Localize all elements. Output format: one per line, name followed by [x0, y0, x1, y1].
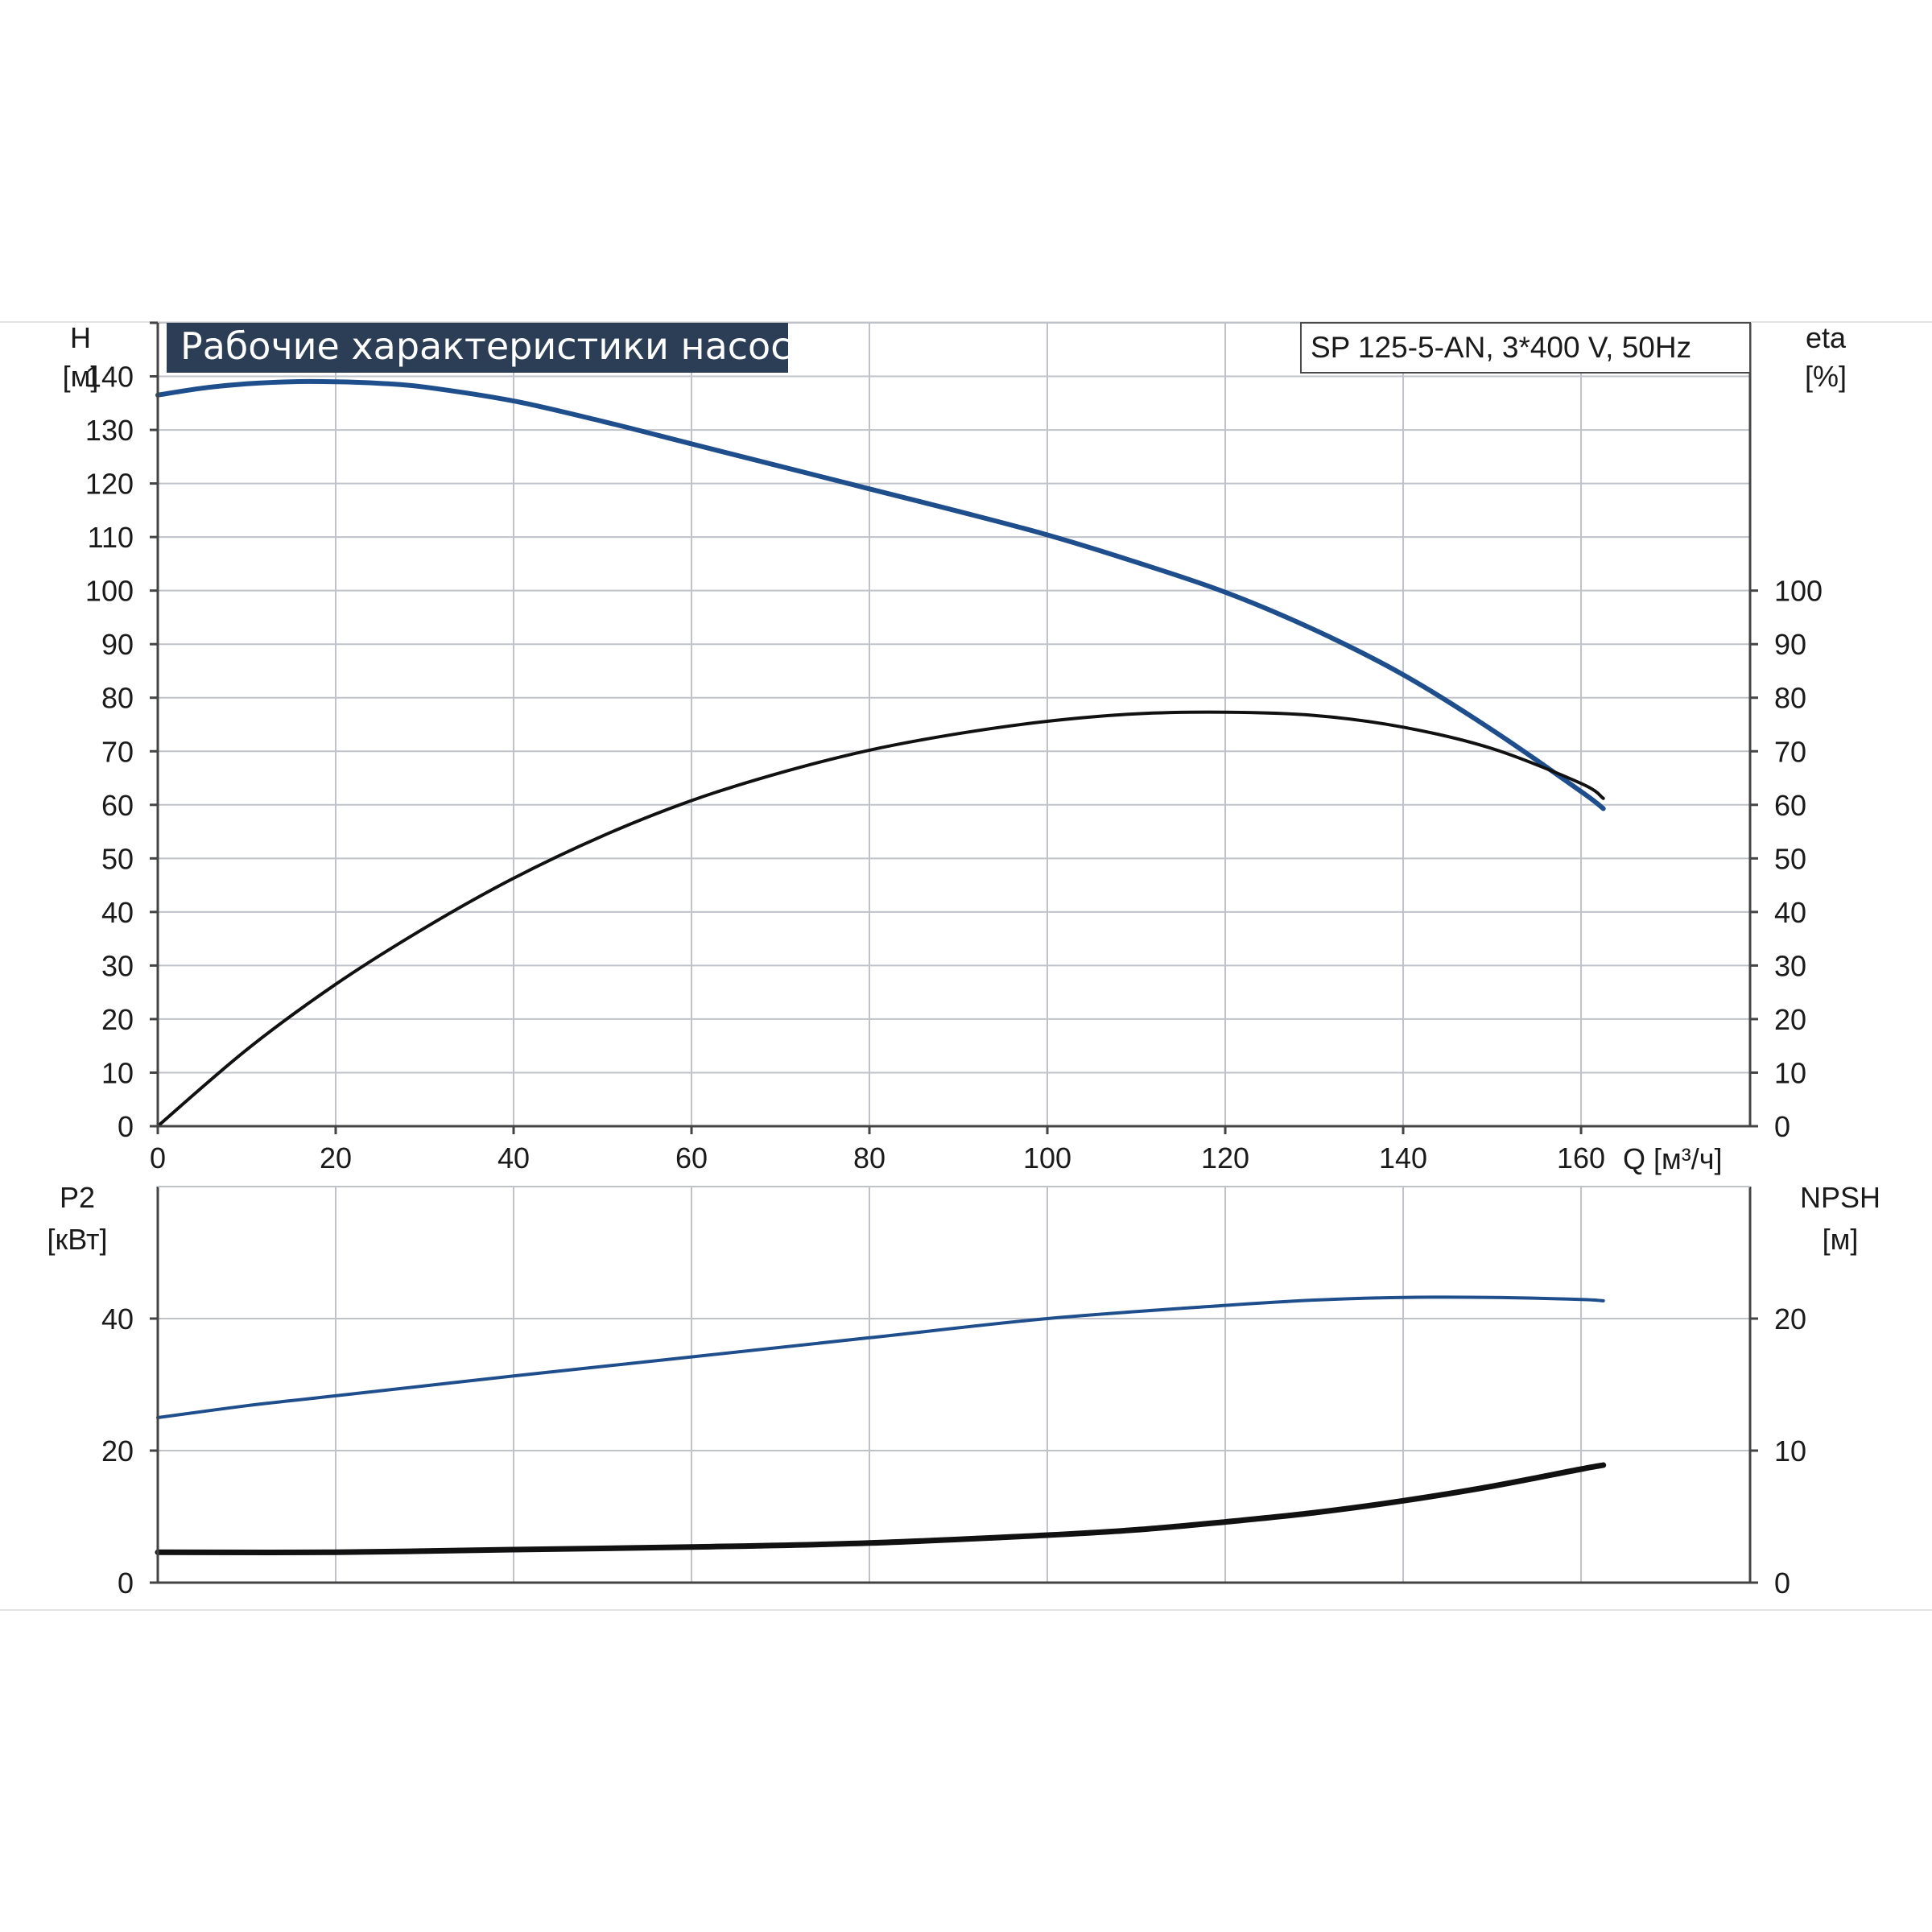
- p2-axis-unit: [кВт]: [47, 1223, 107, 1256]
- y-left-tick-label: 40: [101, 896, 134, 929]
- y-right-tick-label: 60: [1774, 789, 1806, 822]
- eta-axis-unit: [%]: [1805, 360, 1847, 393]
- x-tick-label: 20: [320, 1141, 352, 1174]
- x-tick-label: 0: [150, 1141, 166, 1174]
- y-left-tick-label: 130: [85, 414, 134, 447]
- npsh-tick-label: 20: [1774, 1302, 1806, 1335]
- y-right-tick-label: 90: [1774, 628, 1806, 661]
- y-left-tick-label: 20: [101, 1003, 134, 1036]
- efficiency-curve: [156, 710, 1605, 1128]
- npsh-axis-label: NPSH: [1800, 1181, 1880, 1214]
- q-axis-label: Q [м³/ч]: [1623, 1142, 1723, 1175]
- y-left-tick-label: 90: [101, 628, 134, 661]
- npsh-curve: [155, 1462, 1607, 1556]
- x-tick-label: 120: [1201, 1141, 1249, 1174]
- y-left-tick-label: 120: [85, 468, 134, 501]
- x-tick-label: 80: [853, 1141, 886, 1174]
- x-tick-label: 160: [1557, 1141, 1605, 1174]
- x-tick-label: 40: [497, 1141, 530, 1174]
- x-tick-label: 100: [1023, 1141, 1071, 1174]
- y-right-tick-label: 0: [1774, 1110, 1790, 1143]
- eta-axis-label: eta: [1806, 321, 1847, 354]
- y-right-tick-label: 30: [1774, 949, 1806, 982]
- x-tick-label: 140: [1379, 1141, 1427, 1174]
- power-curve: [156, 1295, 1605, 1419]
- p2-tick-label: 0: [118, 1567, 134, 1600]
- chart-title: Рабочие характеристики насоса: [180, 324, 814, 368]
- y-left-tick-label: 10: [101, 1056, 134, 1089]
- title-box: [167, 323, 788, 373]
- y-left-tick-label: 0: [118, 1110, 134, 1143]
- y-left-tick-label: 60: [101, 789, 134, 822]
- x-tick-label: 60: [675, 1141, 708, 1174]
- axes: [150, 321, 1758, 1584]
- head-curve: [155, 378, 1606, 811]
- y-right-tick-label: 100: [1774, 575, 1823, 608]
- y-right-tick-label: 80: [1774, 682, 1806, 715]
- p2-tick-label: 40: [101, 1302, 134, 1335]
- p2-axis-label: P2: [60, 1181, 95, 1214]
- y-left-tick-label: 70: [101, 735, 134, 768]
- tick-labels: 0102030405060708090100110120130140010203…: [85, 361, 1823, 1600]
- y-left-tick-label: 140: [85, 361, 134, 394]
- y-left-tick-label: 110: [88, 521, 134, 554]
- y-right-tick-label: 50: [1774, 842, 1806, 875]
- curves: [155, 378, 1607, 1556]
- y-left-tick-label: 50: [101, 842, 134, 875]
- y-right-tick-label: 20: [1774, 1003, 1806, 1036]
- h-axis-unit: [м]: [63, 360, 99, 393]
- model-label: SP 125-5-AN, 3*400 V, 50Hz: [1311, 331, 1691, 364]
- h-axis-label: H: [70, 321, 91, 354]
- model-box: [1300, 322, 1751, 374]
- y-right-tick-label: 40: [1774, 896, 1806, 929]
- y-right-tick-label: 70: [1774, 735, 1806, 768]
- npsh-axis-unit: [м]: [1823, 1223, 1859, 1256]
- y-left-tick-label: 80: [101, 682, 134, 715]
- y-left-tick-label: 30: [101, 949, 134, 982]
- bottom-chart-grid: [158, 1186, 1750, 1583]
- top-chart-grid: [158, 322, 1750, 1127]
- p2-tick-label: 20: [101, 1435, 134, 1468]
- y-right-tick-label: 10: [1774, 1056, 1806, 1089]
- npsh-tick-label: 0: [1774, 1567, 1790, 1600]
- npsh-tick-label: 10: [1774, 1435, 1806, 1468]
- y-left-tick-label: 100: [85, 575, 134, 608]
